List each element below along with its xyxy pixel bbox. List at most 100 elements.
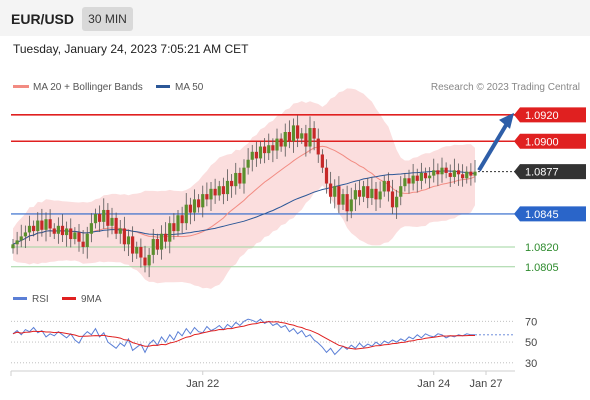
ma20-legend-label: MA 20 + Bollinger Bands xyxy=(33,82,143,93)
candle-body xyxy=(258,146,263,159)
level-tag-1 xyxy=(514,133,586,149)
candle-body xyxy=(469,171,473,176)
candle-body xyxy=(85,233,89,247)
candle-body xyxy=(324,167,329,184)
candle-body xyxy=(308,128,312,147)
candle-body xyxy=(201,194,205,208)
candle-body xyxy=(221,186,225,195)
candle-body xyxy=(333,186,337,197)
candle-body xyxy=(300,133,304,139)
candle-body xyxy=(225,180,230,195)
candle-body xyxy=(197,199,201,208)
candle-body xyxy=(386,180,390,192)
candle-body xyxy=(23,232,27,237)
candle-body xyxy=(15,240,19,245)
level-tag-0 xyxy=(514,107,586,123)
candle-body xyxy=(122,228,126,245)
candle-body xyxy=(291,125,296,142)
level-tag-3 xyxy=(514,206,586,222)
candle-body xyxy=(73,232,77,240)
candle-body xyxy=(168,223,172,242)
candle-body xyxy=(48,219,52,229)
candle-body xyxy=(217,186,221,196)
candle-body xyxy=(263,146,267,154)
candle-body xyxy=(275,138,279,151)
candle-body xyxy=(147,254,151,266)
timeframe-button[interactable]: 30 MIN xyxy=(82,7,133,31)
candle-body xyxy=(40,220,44,230)
level-tag-text-4: 1.0820 xyxy=(525,242,559,254)
candle-body xyxy=(283,132,287,147)
candle-body xyxy=(378,191,382,200)
candle-body xyxy=(320,154,324,168)
candle-body xyxy=(44,219,48,230)
candle-body xyxy=(139,246,143,258)
candle-body xyxy=(172,223,176,232)
candle-body xyxy=(312,128,316,139)
candle-body xyxy=(184,204,188,224)
time-label-1: Jan 24 xyxy=(417,378,450,390)
candle-body xyxy=(428,175,432,179)
candle-body xyxy=(423,172,428,179)
candle-body xyxy=(419,172,423,181)
candle-body xyxy=(143,257,147,266)
ma50-legend-swatch xyxy=(156,85,170,88)
candle-body xyxy=(27,225,32,233)
candle-body xyxy=(32,225,36,232)
candle-body xyxy=(452,170,456,177)
forecast-arrow-head xyxy=(499,112,514,129)
candle-body xyxy=(390,191,395,208)
9ma-legend-label: 9MA xyxy=(81,294,102,305)
credit-label: Research © 2023 Trading Central xyxy=(431,82,580,93)
candle-body xyxy=(126,236,131,245)
candle-body xyxy=(407,178,411,184)
candle-body xyxy=(444,167,448,173)
candle-body xyxy=(374,188,378,200)
candle-body xyxy=(106,209,110,226)
rsi-tick-label-0: 70 xyxy=(525,316,537,328)
candle-body xyxy=(110,217,114,226)
candle-body xyxy=(56,225,60,234)
candle-body xyxy=(60,225,65,236)
candle-body xyxy=(267,145,271,154)
candle-body xyxy=(415,175,419,181)
candle-body xyxy=(357,190,362,197)
candle-body xyxy=(436,170,440,175)
candle-body xyxy=(176,215,180,232)
level-tag-text-5: 1.0805 xyxy=(525,262,559,274)
candle-body xyxy=(353,190,357,200)
forecast-arrow xyxy=(477,112,514,172)
candle-body xyxy=(304,133,308,147)
candle-body xyxy=(440,167,444,175)
level-tag-text-2: 1.0877 xyxy=(525,167,559,179)
candle-body xyxy=(345,194,349,212)
candle-body xyxy=(77,232,81,242)
rsi-legend-label: RSI xyxy=(32,294,49,305)
candle-body xyxy=(118,228,122,234)
candle-body xyxy=(209,188,213,200)
candle-body xyxy=(399,186,403,197)
candle-body xyxy=(246,159,250,168)
candle-body xyxy=(382,180,386,192)
level-tag-text-1: 1.0900 xyxy=(525,136,559,148)
candle-body xyxy=(234,172,238,187)
candle-body xyxy=(271,145,275,151)
candle-body xyxy=(151,239,155,255)
rsi-tick-label-2: 30 xyxy=(525,358,537,370)
level-tags: 1.0920 1.0900 1.0877 1.0845 1.0820 1.0805 xyxy=(514,107,586,274)
candle-body xyxy=(279,138,283,147)
candle-body xyxy=(403,178,407,187)
candle-body xyxy=(102,209,106,222)
candle-body xyxy=(155,239,159,250)
candle-body xyxy=(205,194,209,200)
candle-body xyxy=(89,223,93,234)
level-tag-text-0: 1.0920 xyxy=(525,110,559,122)
candle-body xyxy=(36,220,40,232)
rsi-9ma-line xyxy=(12,321,476,350)
candle-body xyxy=(456,170,461,175)
candle-body xyxy=(52,228,56,234)
candle-body xyxy=(159,233,164,250)
candle-body xyxy=(411,175,415,184)
candle-body xyxy=(349,199,353,212)
candle-body xyxy=(65,228,69,236)
